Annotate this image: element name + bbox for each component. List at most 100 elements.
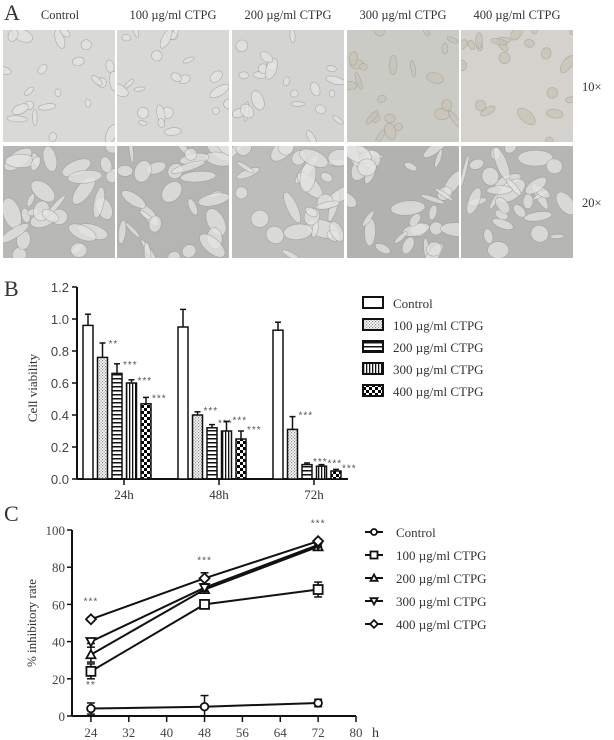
- column-label-200: 200 µg/ml CTPG: [244, 8, 332, 22]
- legend-marker-triangle-down: [368, 597, 380, 607]
- bar: [125, 379, 138, 480]
- x-tick-label: 80: [350, 725, 363, 740]
- line-series: [84, 534, 325, 626]
- significance-mark: **: [109, 339, 119, 350]
- column-label-control: Control: [40, 8, 80, 22]
- data-point-diamond: [198, 572, 211, 585]
- y-tick-label: 20: [52, 672, 65, 687]
- legend-swatch: [362, 384, 384, 397]
- micrograph-20x-col5: [461, 146, 573, 258]
- bar: [191, 411, 204, 480]
- legend-c: Control 100 µg/ml CTPG 200 µg/ml CTPG 300 µ…: [365, 525, 487, 632]
- legend-label: Control: [393, 296, 433, 311]
- bar: [96, 342, 109, 480]
- legend-swatch: [362, 296, 384, 309]
- significance-mark: ***: [84, 596, 99, 607]
- data-point-diamond: [84, 613, 98, 626]
- y-tick-label: 0.2: [51, 440, 69, 455]
- legend-label: 300 µg/ml CTPG: [396, 594, 487, 609]
- y-tick-label: 40: [52, 635, 65, 650]
- legend-swatch: [362, 362, 384, 375]
- y-tick-label: 0.8: [51, 344, 69, 359]
- bar: [272, 321, 284, 480]
- significance-mark: ***: [313, 457, 328, 468]
- significance-mark: ***: [218, 419, 233, 430]
- y-tick-label: 100: [46, 523, 66, 538]
- bar: [82, 313, 94, 480]
- legend-swatch: [362, 340, 384, 353]
- bar: [315, 463, 328, 480]
- data-point-triangle-up: [84, 648, 97, 660]
- micrograph-20x-col3: [232, 146, 344, 258]
- data-point-circle: [199, 701, 210, 712]
- column-label-100: 100 µg/ml CTPG: [129, 8, 217, 22]
- column-label-300: 300 µg/ml CTPG: [359, 8, 447, 22]
- bar: [330, 468, 342, 480]
- y-tick-label: 80: [52, 560, 65, 575]
- significance-mark: ***: [328, 459, 343, 470]
- y-tick-label: 0.4: [51, 408, 69, 423]
- legend-b: Control 100 µg/ml CTPG 200 µg/ml CTPG 300 µ…: [362, 296, 484, 399]
- bar: [206, 423, 218, 480]
- x-tick-label: 24h: [114, 487, 134, 500]
- x-tick-label: 64: [274, 725, 288, 740]
- micrograph-10x-col1: [3, 30, 115, 142]
- y-tick-label: 0.6: [51, 376, 69, 391]
- significance-mark: ***: [138, 376, 153, 387]
- y-tick-label: 1.2: [51, 280, 69, 295]
- x-tick-label: 72: [312, 725, 325, 740]
- significance-mark: ***: [299, 411, 314, 422]
- bar: [111, 363, 123, 480]
- y-tick-label: 1.0: [51, 312, 69, 327]
- micrograph-20x-col1: [3, 146, 115, 258]
- x-tick-label: 48h: [209, 487, 229, 500]
- micrograph-10x-col3: [232, 30, 344, 142]
- significance-mark: ***: [204, 406, 219, 417]
- significance-mark: ***: [152, 393, 167, 404]
- significance-mark: ***: [233, 415, 248, 426]
- micrograph-10x-col4: [347, 30, 459, 142]
- panel-letter-c: C: [4, 501, 19, 526]
- data-point-circle: [86, 703, 96, 714]
- micrograph-10x-col5: [461, 30, 573, 142]
- line-series: [86, 694, 323, 717]
- data-point-triangle-down: [84, 637, 97, 648]
- significance-mark: ***: [247, 425, 262, 436]
- significance-mark: ***: [123, 360, 138, 371]
- column-label-400: 400 µg/ml CTPG: [473, 8, 561, 22]
- bar: [140, 396, 152, 480]
- legend-marker-triangle-up: [368, 572, 380, 582]
- legend-label: 200 µg/ml CTPG: [393, 340, 484, 355]
- data-point-square: [85, 665, 97, 677]
- legend-label: 100 µg/ml CTPG: [396, 548, 487, 563]
- legend-label: 400 µg/ml CTPG: [393, 384, 484, 399]
- magnification-label-20x: 20×: [582, 196, 602, 210]
- x-tick-label: 32: [122, 725, 135, 740]
- y-tick-label: 60: [52, 597, 65, 612]
- x-tick-label: 40: [160, 725, 173, 740]
- legend-label: 300 µg/ml CTPG: [393, 362, 484, 377]
- bar: [220, 420, 233, 480]
- data-point-square: [312, 584, 324, 595]
- y-axis-label: % inhibitory rate: [24, 579, 39, 667]
- legend-marker-diamond: [368, 618, 380, 630]
- x-tick-label: 56: [236, 725, 250, 740]
- data-point-square: [199, 599, 210, 610]
- legend-swatch: [362, 318, 384, 331]
- y-axis-label: Cell viability: [25, 353, 40, 422]
- magnification-label-10x: 10×: [582, 80, 602, 94]
- micrograph-20x-col4: [347, 146, 459, 258]
- inhibitory-rate-line-chart: C 0 20 40 60 80 100 24 32 40 48 56 64 72 80 h % inhibito…: [4, 501, 487, 740]
- micrograph-10x-col2: [117, 30, 229, 142]
- legend-label: 400 µg/ml CTPG: [396, 617, 487, 632]
- legend-label: Control: [396, 525, 436, 540]
- legend-marker-circle: [370, 528, 378, 536]
- micrograph-20x-col2: [117, 146, 229, 258]
- x-axis-label: h: [372, 726, 379, 740]
- panel-letter-a: A: [4, 0, 20, 25]
- bar: [286, 415, 299, 480]
- bar: [301, 462, 313, 480]
- legend-marker-square: [369, 550, 379, 560]
- significance-mark: ***: [342, 463, 357, 474]
- x-tick-label: 24: [84, 725, 98, 740]
